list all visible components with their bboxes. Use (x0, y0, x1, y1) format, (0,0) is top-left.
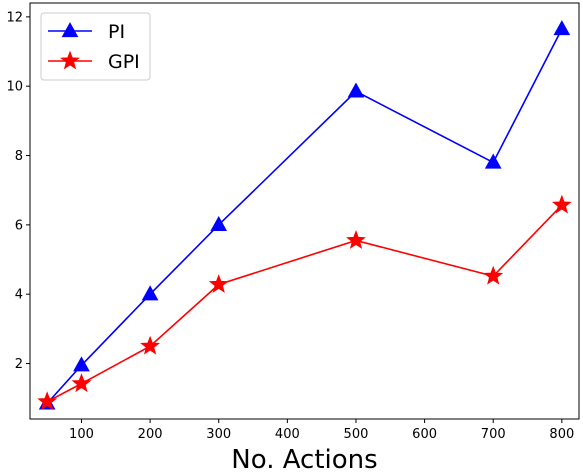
plot-frame (29, 2, 580, 420)
series-line-pi (46, 28, 563, 404)
data-point-gpi (140, 335, 160, 355)
data-point-pi (553, 20, 571, 36)
x-tick-label: 400 (275, 427, 300, 442)
data-point-gpi (346, 230, 366, 249)
x-tick-label: 300 (206, 427, 231, 442)
legend-marker-pi (61, 22, 79, 38)
data-point-gpi (551, 194, 572, 214)
x-tick-label: 100 (69, 427, 94, 442)
legend: PI GPI (40, 12, 151, 81)
legend-label-pi: PI (108, 21, 125, 43)
y-tick-label: 4 (15, 288, 23, 303)
data-point-pi (484, 153, 502, 169)
x-axis-ticks: 100 200 300 400 500 600 700 800 (69, 419, 574, 442)
y-axis-ticks: 2 4 6 8 10 12 (6, 10, 30, 372)
y-tick-label: 12 (6, 10, 23, 25)
plot-marks (37, 20, 572, 411)
legend-marker-gpi (60, 50, 80, 70)
data-point-gpi (208, 274, 229, 293)
x-tick-label: 700 (481, 427, 506, 442)
data-point-pi (347, 82, 365, 98)
x-tick-label: 500 (344, 427, 369, 442)
series-line-gpi (46, 204, 563, 403)
data-point-pi (210, 215, 228, 231)
x-tick-label: 600 (412, 427, 437, 442)
y-tick-label: 6 (15, 218, 23, 233)
data-point-pi (73, 356, 90, 372)
y-tick-label: 10 (6, 80, 23, 95)
x-tick-label: 800 (549, 427, 574, 442)
x-tick-label: 200 (138, 427, 163, 442)
data-point-pi (141, 285, 159, 301)
y-tick-label: 2 (15, 357, 23, 372)
y-tick-label: 8 (15, 149, 23, 164)
data-point-gpi (483, 265, 504, 285)
legend-label-gpi: GPI (108, 51, 140, 73)
data-point-gpi (71, 373, 92, 393)
x-axis-label: No. Actions (231, 445, 377, 472)
data-point-gpi (37, 391, 58, 411)
